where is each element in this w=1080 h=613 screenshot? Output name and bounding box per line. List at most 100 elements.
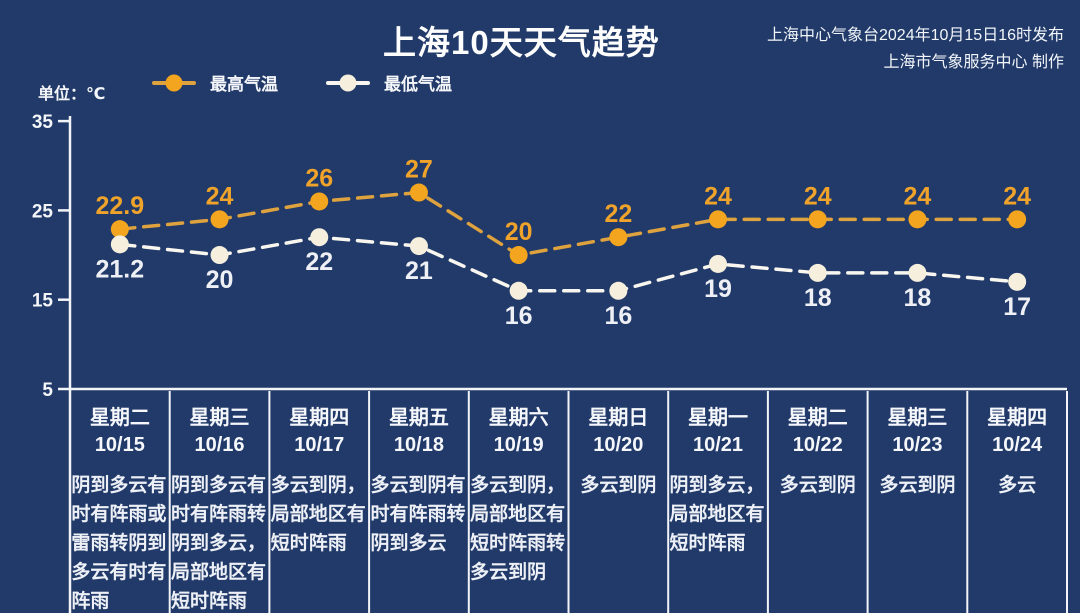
- day-weekday-label: 星期四: [289, 407, 350, 429]
- day-column: 星期四 10/24 多云: [967, 399, 1067, 613]
- max-temp-point: [908, 210, 927, 229]
- max-temp-value-label: 22: [604, 200, 632, 228]
- day-date-label: 10/22: [792, 434, 843, 456]
- day-date-label: 10/21: [693, 434, 744, 456]
- day-weekday-label: 星期三: [887, 407, 948, 429]
- day-date-label: 10/18: [393, 434, 444, 456]
- day-weekday-label: 星期二: [787, 407, 848, 429]
- min-temp-value-label: 21.2: [96, 255, 145, 283]
- day-column: 星期五 10/18 多云到阴有时有阵雨转阴到多云: [369, 399, 469, 613]
- day-column: 星期六 10/19 多云到阴，局部地区有短时阵雨转多云到阴: [469, 399, 569, 613]
- max-temp-value-label: 24: [206, 182, 234, 210]
- day-weather-wrap: 阴到多云有时有阵雨或雷雨转阴到多云有时有阵雨: [70, 471, 170, 613]
- min-temp-line-icon: [326, 74, 370, 91]
- day-weather-text: 阴到多云有时有阵雨或雷雨转阴到多云有时有阵雨: [71, 475, 167, 612]
- day-date-label: 10/15: [94, 434, 145, 456]
- day-weekday-label: 星期六: [488, 407, 549, 429]
- max-temp-point: [1008, 210, 1027, 229]
- day-date-label: 10/17: [294, 434, 345, 456]
- max-temp-value-label: 24: [1003, 182, 1031, 210]
- day-weather-text: 多云: [998, 475, 1037, 496]
- min-temp-dot-icon: [339, 74, 357, 91]
- max-temp-point: [210, 210, 229, 229]
- day-date-label: 10/19: [493, 434, 544, 456]
- min-temp-value-label: 22: [305, 248, 333, 276]
- day-weekday-label: 星期日: [588, 407, 649, 429]
- day-weather-wrap: 阴到多云有时有阵雨转阴到多云，局部地区有短时阵雨: [170, 471, 270, 613]
- day-column: 星期一 10/21 阴到多云，局部地区有短时阵雨: [668, 399, 768, 613]
- day-weather-text: 多云到阴: [580, 475, 657, 496]
- day-weekday-label: 星期四: [987, 407, 1048, 429]
- day-weather-wrap: 阴到多云，局部地区有短时阵雨: [668, 471, 768, 558]
- legend-label-min-temp: 最低气温: [384, 75, 452, 94]
- min-temp-point: [808, 263, 827, 282]
- min-temp-value-label: 18: [804, 284, 832, 312]
- day-date-label: 10/23: [892, 434, 943, 456]
- min-temp-value-label: 18: [904, 284, 932, 312]
- min-temp-point: [210, 246, 229, 265]
- min-temp-value-label: 21: [405, 257, 433, 285]
- max-temp-point: [110, 220, 129, 239]
- day-weather-wrap: 多云: [967, 471, 1067, 500]
- day-date-label: 10/20: [593, 434, 644, 456]
- min-temp-value-label: 17: [1003, 293, 1031, 321]
- day-weekday-label: 星期二: [89, 407, 150, 429]
- legend-item-max-temp: 最高气温: [152, 70, 278, 95]
- day-weather-text: 多云到阴，局部地区有短时阵雨: [270, 475, 366, 554]
- day-weather-wrap: 多云到阴: [568, 471, 668, 500]
- max-temp-value-label: 26: [305, 164, 333, 192]
- y-tick-label: 35: [32, 112, 54, 133]
- min-temp-point: [509, 281, 528, 300]
- day-weather-wrap: 多云到阴: [868, 471, 968, 500]
- y-tick-label: 5: [42, 380, 53, 401]
- min-temp-point: [409, 237, 428, 256]
- max-temp-line: [118, 190, 1019, 257]
- day-weather-wrap: 多云到阴，局部地区有短时阵雨: [269, 471, 369, 558]
- day-weather-text: 阴到多云，局部地区有短时阵雨: [669, 475, 765, 554]
- max-temp-value-label: 20: [505, 218, 533, 246]
- min-temp-value-label: 16: [604, 302, 632, 330]
- max-temp-value-label: 27: [405, 156, 433, 184]
- min-temp-point: [1008, 272, 1027, 291]
- day-weekday-label: 星期五: [388, 407, 449, 429]
- day-date-label: 10/24: [992, 434, 1043, 456]
- day-column: 星期二 10/22 多云到阴: [768, 399, 868, 613]
- day-weather-text: 阴到多云有时有阵雨转阴到多云，局部地区有短时阵雨: [171, 475, 267, 612]
- min-temp-value-label: 20: [206, 266, 234, 294]
- day-weather-wrap: 多云到阴有时有阵雨转阴到多云: [369, 471, 469, 558]
- max-temp-point: [609, 228, 628, 247]
- min-temp-line: [118, 235, 1019, 293]
- day-weekday-label: 星期三: [189, 407, 250, 429]
- day-columns: 星期二 10/15 阴到多云有时有阵雨或雷雨转阴到多云有时有阵雨 星期三 10/16 阴到…: [70, 399, 1067, 613]
- max-temp-value-label: 24: [904, 182, 932, 210]
- day-weather-text: 多云到阴有时有阵雨转阴到多云: [370, 475, 466, 554]
- min-temp-point: [310, 228, 329, 247]
- max-temp-line-icon: [152, 74, 196, 91]
- day-weather-wrap: 多云到阴: [768, 471, 868, 500]
- credit-line-2: 上海市气象服务中心 制作: [883, 54, 1064, 71]
- min-temp-point: [908, 263, 927, 282]
- min-temp-point: [609, 281, 628, 300]
- unit-label: 单位：℃: [38, 86, 106, 103]
- day-column: 星期日 10/20 多云到阴: [568, 399, 668, 613]
- legend-label-max-temp: 最高气温: [210, 75, 278, 94]
- max-temp-point: [509, 246, 528, 265]
- day-weather-text: 多云到阴，局部地区有短时阵雨转多云到阴: [470, 475, 566, 583]
- day-column: 星期三 10/23 多云到阴: [868, 399, 968, 613]
- day-column: 星期二 10/15 阴到多云有时有阵雨或雷雨转阴到多云有时有阵雨: [70, 399, 170, 613]
- max-temp-value-label: 22.9: [96, 192, 145, 220]
- page-title: 上海10天天气趋势: [383, 24, 660, 61]
- max-temp-value-label: 24: [804, 182, 832, 210]
- chart-legend: 最高气温 最低气温: [152, 70, 452, 95]
- day-weather-wrap: 多云到阴，局部地区有短时阵雨转多云到阴: [469, 471, 569, 587]
- max-temp-point: [709, 210, 728, 229]
- max-temp-value-label: 24: [704, 182, 732, 210]
- day-date-label: 10/16: [194, 434, 245, 456]
- day-weather-text: 多云到阴: [779, 475, 856, 496]
- day-weather-text: 多云到阴: [879, 475, 956, 496]
- credit-line-1: 上海中心气象台2024年10月15日16时发布: [767, 27, 1064, 44]
- day-column: 星期四 10/17 多云到阴，局部地区有短时阵雨: [269, 399, 369, 613]
- y-tick-label: 15: [32, 291, 54, 312]
